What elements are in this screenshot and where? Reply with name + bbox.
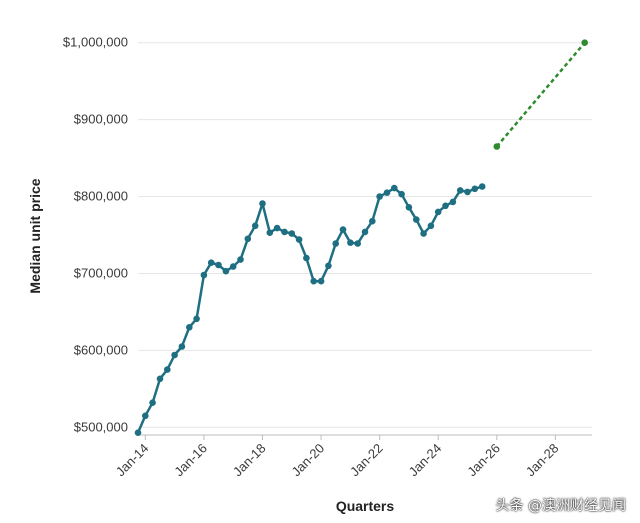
x-tick-label: Jan-18 <box>230 441 269 480</box>
y-tick-label: $1,000,000 <box>63 35 128 50</box>
data-point <box>427 222 435 230</box>
data-point <box>317 277 325 285</box>
data-point <box>398 190 405 198</box>
data-point <box>369 217 376 225</box>
data-point <box>332 240 340 247</box>
data-point <box>413 216 420 223</box>
data-point <box>303 254 310 262</box>
data-point <box>442 202 449 210</box>
series-line <box>495 41 586 148</box>
data-point <box>193 315 200 323</box>
data-point <box>376 193 383 200</box>
x-tick-label: Jan-24 <box>406 441 445 480</box>
data-point <box>134 429 142 437</box>
data-point <box>207 259 215 267</box>
data-point <box>420 230 427 237</box>
y-tick-label: $600,000 <box>74 342 128 357</box>
x-tick-label: Jan-14 <box>113 441 152 480</box>
data-point <box>288 230 296 237</box>
data-point <box>434 208 442 216</box>
x-axis-title: Quarters <box>336 498 395 514</box>
data-point <box>347 239 354 246</box>
x-axis: Jan-14 Jan-16 Jan-18 Jan-20 Jan-22 Jan-24 Jan-… <box>113 434 592 480</box>
series-layer <box>134 39 588 437</box>
series-forecast <box>493 39 588 150</box>
data-point <box>493 143 501 150</box>
y-axis-title: Median unit price <box>27 178 43 293</box>
data-point <box>339 226 347 233</box>
data-point <box>391 184 398 192</box>
data-point <box>295 236 303 243</box>
data-point <box>354 240 362 247</box>
data-point <box>156 375 164 383</box>
data-point <box>361 228 369 236</box>
x-tick-label: Jan-28 <box>523 441 562 480</box>
data-point <box>325 262 332 270</box>
x-tick-label: Jan-26 <box>464 441 503 480</box>
data-point <box>273 224 281 232</box>
watermark: 头条 @澳洲财经见闻 <box>495 498 626 514</box>
grid-lines <box>138 42 592 428</box>
data-point <box>478 183 486 190</box>
data-point <box>244 235 252 243</box>
y-tick-label: $900,000 <box>74 112 128 127</box>
y-tick-label: $800,000 <box>74 189 128 204</box>
y-tick-label: $700,000 <box>74 265 128 280</box>
data-point <box>449 198 457 206</box>
y-tick-label: $500,000 <box>74 419 128 434</box>
data-point <box>149 399 156 407</box>
series-actual <box>134 183 486 437</box>
y-axis: $500,000 $600,000 $700,000 $800,000 $900,000… <box>63 35 128 435</box>
data-point <box>171 351 178 359</box>
x-tick-label: Jan-22 <box>347 441 386 480</box>
data-point <box>200 271 208 279</box>
data-point <box>251 222 259 230</box>
data-point <box>237 256 244 263</box>
data-point <box>266 229 274 236</box>
data-point <box>215 261 222 269</box>
x-tick-label: Jan-16 <box>171 441 210 480</box>
data-point <box>164 366 171 373</box>
data-point <box>310 277 318 285</box>
data-point <box>281 228 288 236</box>
data-point <box>456 187 464 194</box>
data-point <box>186 324 193 331</box>
data-point <box>383 189 391 196</box>
x-tick-label: Jan-20 <box>288 441 327 480</box>
data-point <box>464 188 471 196</box>
data-point <box>471 185 479 193</box>
data-point <box>178 343 186 350</box>
data-point <box>222 267 230 275</box>
data-point <box>259 200 266 207</box>
data-point <box>229 263 237 270</box>
data-point <box>581 39 588 46</box>
data-point <box>405 204 413 211</box>
data-point <box>142 412 149 420</box>
